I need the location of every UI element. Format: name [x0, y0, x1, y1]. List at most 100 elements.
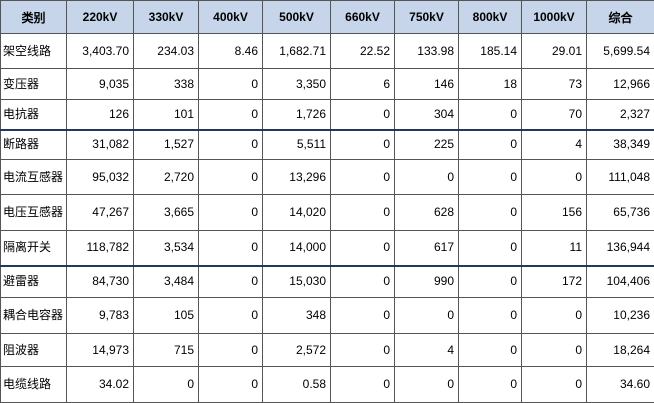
value-cell: 15,030 [263, 266, 331, 298]
value-cell: 13,296 [263, 160, 331, 195]
value-cell: 0 [331, 130, 395, 160]
category-cell: 变压器 [1, 69, 67, 100]
value-cell: 234.03 [134, 34, 199, 69]
value-cell: 2,720 [134, 160, 199, 195]
value-cell: 0 [199, 69, 263, 100]
category-cell: 阻波器 [1, 334, 67, 367]
value-cell: 0 [395, 160, 459, 195]
category-cell: 断路器 [1, 130, 67, 160]
value-cell: 0 [459, 160, 522, 195]
value-cell: 104,406 [587, 266, 654, 298]
value-cell: 0 [331, 195, 395, 231]
value-cell: 0 [199, 100, 263, 130]
value-cell: 95,032 [67, 160, 134, 195]
header-cell: 500kV [263, 1, 331, 34]
value-cell: 0 [331, 298, 395, 334]
value-cell: 22.52 [331, 34, 395, 69]
value-cell: 118,782 [67, 231, 134, 266]
header-cell: 类别 [1, 1, 67, 34]
value-cell: 4 [395, 334, 459, 367]
value-cell: 0 [395, 367, 459, 403]
value-cell: 101 [134, 100, 199, 130]
value-cell: 0 [522, 298, 587, 334]
value-cell: 0 [199, 334, 263, 367]
header-cell: 750kV [395, 1, 459, 34]
header-cell: 400kV [199, 1, 263, 34]
category-cell: 电抗器 [1, 100, 67, 130]
value-cell: 6 [331, 69, 395, 100]
value-cell: 3,665 [134, 195, 199, 231]
header-cell: 330kV [134, 1, 199, 34]
value-cell: 18,264 [587, 334, 654, 367]
value-cell: 0 [522, 160, 587, 195]
value-cell: 133.98 [395, 34, 459, 69]
value-cell: 0 [459, 100, 522, 130]
value-cell: 0 [199, 367, 263, 403]
value-cell: 0 [199, 130, 263, 160]
value-cell: 0 [331, 100, 395, 130]
value-cell: 304 [395, 100, 459, 130]
value-cell: 1,682.71 [263, 34, 331, 69]
value-cell: 0 [134, 367, 199, 403]
value-cell: 31,082 [67, 130, 134, 160]
value-cell: 3,350 [263, 69, 331, 100]
value-cell: 156 [522, 195, 587, 231]
category-cell: 电缆线路 [1, 367, 67, 403]
value-cell: 0 [459, 195, 522, 231]
value-cell: 715 [134, 334, 199, 367]
value-cell: 0 [459, 130, 522, 160]
value-cell: 9,035 [67, 69, 134, 100]
value-cell: 0 [331, 266, 395, 298]
value-cell: 0 [459, 298, 522, 334]
category-cell: 隔离开关 [1, 231, 67, 266]
value-cell: 146 [395, 69, 459, 100]
category-cell: 耦合电容器 [1, 298, 67, 334]
value-cell: 84,730 [67, 266, 134, 298]
value-cell: 617 [395, 231, 459, 266]
value-cell: 11 [522, 231, 587, 266]
value-cell: 34.02 [67, 367, 134, 403]
value-cell: 0 [199, 160, 263, 195]
value-cell: 0.58 [263, 367, 331, 403]
value-cell: 3,534 [134, 231, 199, 266]
value-cell: 34.60 [587, 367, 654, 403]
value-cell: 2,327 [587, 100, 654, 130]
value-cell: 185.14 [459, 34, 522, 69]
value-cell: 0 [331, 160, 395, 195]
value-cell: 0 [522, 334, 587, 367]
header-cell: 220kV [67, 1, 134, 34]
value-cell: 0 [331, 231, 395, 266]
value-cell: 225 [395, 130, 459, 160]
value-cell: 0 [331, 334, 395, 367]
header-cell: 660kV [331, 1, 395, 34]
value-cell: 47,267 [67, 195, 134, 231]
value-cell: 0 [395, 298, 459, 334]
value-cell: 8.46 [199, 34, 263, 69]
value-cell: 12,966 [587, 69, 654, 100]
value-cell: 5,699.54 [587, 34, 654, 69]
value-cell: 4 [522, 130, 587, 160]
value-cell: 0 [459, 231, 522, 266]
value-cell: 1,726 [263, 100, 331, 130]
category-cell: 避雷器 [1, 266, 67, 298]
category-cell: 电压互感器 [1, 195, 67, 231]
value-cell: 14,973 [67, 334, 134, 367]
value-cell: 0 [522, 367, 587, 403]
value-cell: 0 [459, 367, 522, 403]
value-cell: 73 [522, 69, 587, 100]
value-cell: 990 [395, 266, 459, 298]
value-cell: 3,403.70 [67, 34, 134, 69]
header-cell: 综合 [587, 1, 654, 34]
